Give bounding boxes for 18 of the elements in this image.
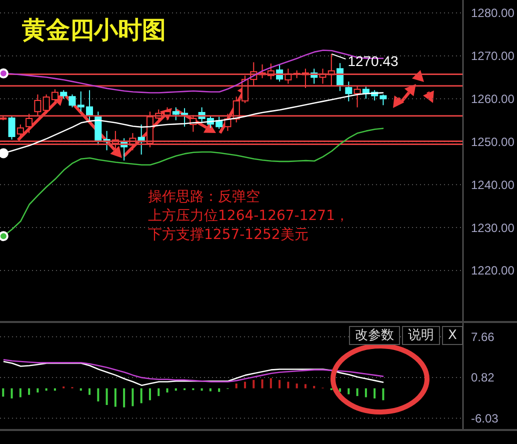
y-tick-label: 1230.00 — [471, 220, 515, 235]
annotation: 下方支撑1257-1252美元 — [148, 226, 310, 245]
y-tick-label: 1250.00 — [471, 134, 515, 149]
text: 说明 — [402, 326, 440, 345]
y-tick-label: 1270.00 — [471, 49, 515, 64]
annotation: 上方压力位1264-1267-1271， — [148, 207, 349, 226]
annotation: 改参数 — [349, 326, 400, 345]
y-tick-label: 1280.00 — [471, 6, 515, 20]
y-tick-label: 0.82 — [471, 370, 495, 385]
y-tick-label: 1240.00 — [471, 178, 515, 192]
y-tick-label: 7.66 — [471, 330, 495, 344]
annotation: 操作思路：反弹空 — [148, 188, 261, 207]
y-tick-label: -6.03 — [471, 412, 499, 426]
y-tick-label: 1260.00 — [471, 92, 515, 106]
y-tick-label: 1220.00 — [471, 264, 515, 278]
text: X — [442, 326, 463, 345]
text: 黄金四小时图 — [22, 15, 166, 46]
annotation: 1270.43 — [348, 52, 399, 69]
